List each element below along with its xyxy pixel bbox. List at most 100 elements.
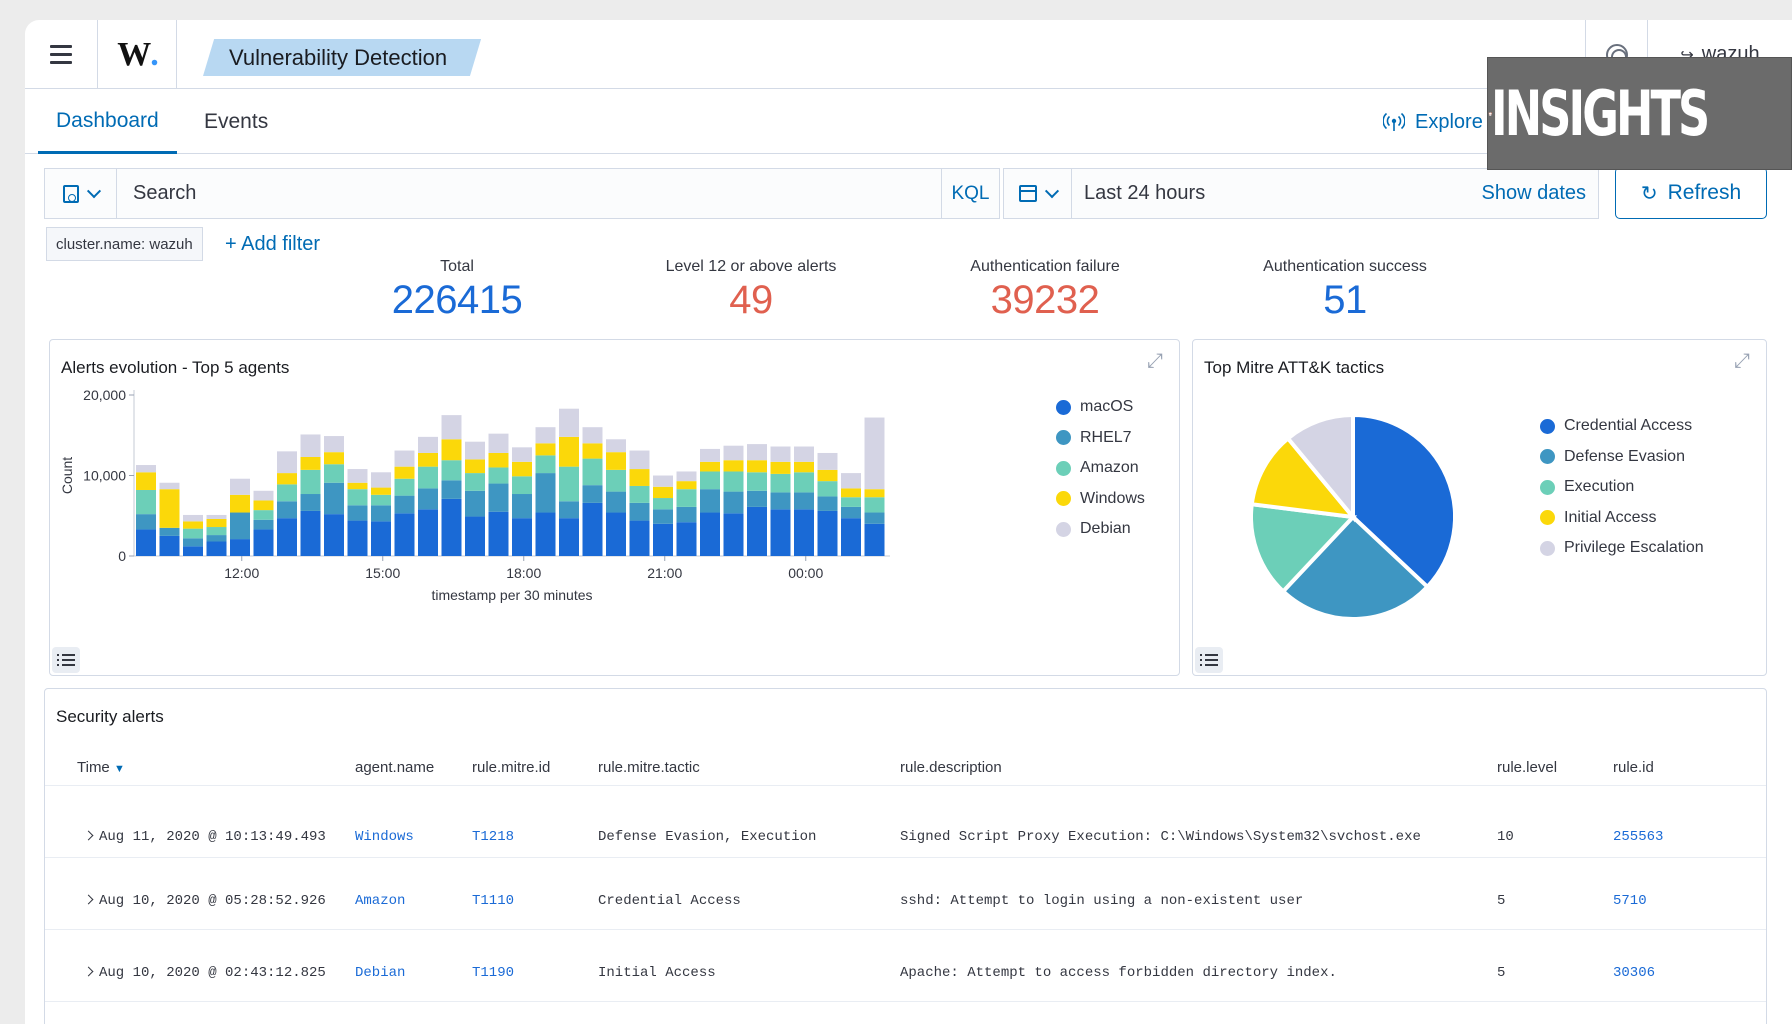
tab-events[interactable]: Events bbox=[204, 90, 268, 154]
cell-time[interactable]: Aug 10, 2020 @ 02:43:12.825 bbox=[83, 965, 326, 981]
bar-segment bbox=[441, 480, 462, 499]
legend-item[interactable]: macOS bbox=[1056, 392, 1145, 423]
insights-watermark: INSIGHTS bbox=[1487, 57, 1792, 170]
bar-segment bbox=[277, 473, 297, 485]
cell-tactic: Credential Access bbox=[598, 893, 741, 909]
bar-segment bbox=[817, 469, 838, 482]
breadcrumb[interactable]: Vulnerability Detection bbox=[203, 39, 482, 76]
legend-toggle-button[interactable] bbox=[52, 647, 80, 673]
cell-mitre-id[interactable]: T1110 bbox=[472, 893, 515, 909]
col-header-rule-id[interactable]: rule.id bbox=[1613, 759, 1654, 776]
metric-level12: Level 12 or above alerts 49 bbox=[621, 258, 881, 323]
show-dates-link[interactable]: Show dates bbox=[1481, 182, 1586, 204]
bar-segment bbox=[253, 500, 274, 511]
bar-segment bbox=[441, 415, 462, 440]
cell-time[interactable]: Aug 11, 2020 @ 10:13:49.493 bbox=[83, 829, 326, 845]
app-window: W. Vulnerability Detection ↪ wazuh Dashbo… bbox=[25, 20, 1792, 1024]
add-filter-label: + Add filter bbox=[225, 232, 321, 255]
bar-segment bbox=[747, 444, 767, 461]
refresh-button[interactable]: ↻ Refresh bbox=[1615, 167, 1767, 219]
wazuh-logo[interactable]: W. bbox=[99, 20, 177, 89]
bar-segment bbox=[465, 459, 485, 474]
legend-item[interactable]: Execution bbox=[1540, 472, 1704, 503]
date-range-text[interactable]: Last 24 hours bbox=[1084, 182, 1206, 204]
metric-value: 51 bbox=[1323, 278, 1367, 322]
menu-icon[interactable] bbox=[25, 20, 98, 89]
legend-item[interactable]: Debian bbox=[1056, 514, 1145, 545]
logo-letter: W bbox=[117, 35, 151, 73]
legend-item[interactable]: Defense Evasion bbox=[1540, 442, 1704, 473]
bar-segment bbox=[136, 529, 156, 556]
bar-segment bbox=[183, 514, 203, 522]
cell-agent[interactable]: Windows bbox=[355, 829, 414, 845]
bar-segment bbox=[347, 505, 368, 521]
add-filter-button[interactable]: + Add filter bbox=[225, 227, 320, 261]
bar-segment bbox=[535, 443, 556, 456]
bar-segment bbox=[418, 466, 438, 489]
legend-item[interactable]: Initial Access bbox=[1540, 503, 1704, 534]
cell-mitre-id[interactable]: T1190 bbox=[472, 965, 515, 981]
legend-item[interactable]: Credential Access bbox=[1540, 411, 1704, 442]
metric-value: 39232 bbox=[990, 278, 1100, 322]
legend-swatch bbox=[1540, 418, 1555, 434]
legend-swatch bbox=[1056, 460, 1071, 476]
legend-item[interactable]: Amazon bbox=[1056, 453, 1145, 484]
calendar-icon bbox=[1018, 185, 1037, 202]
bar-segment bbox=[700, 512, 720, 556]
legend-item[interactable]: Privilege Escalation bbox=[1540, 533, 1704, 564]
tab-dashboard[interactable]: Dashboard bbox=[38, 90, 177, 154]
bar-segment bbox=[394, 495, 415, 514]
bar-segment bbox=[535, 455, 556, 474]
bar-segment bbox=[559, 436, 579, 467]
bar-segment bbox=[747, 460, 767, 473]
bar-segment bbox=[676, 506, 697, 523]
kql-toggle[interactable]: KQL bbox=[941, 169, 999, 218]
bar-segment bbox=[723, 445, 744, 461]
col-header-label: Time bbox=[77, 759, 110, 776]
col-header-level[interactable]: rule.level bbox=[1497, 759, 1558, 776]
cell-rule-id[interactable]: 255563 bbox=[1613, 829, 1664, 845]
bar-segment bbox=[371, 472, 391, 488]
cell-time[interactable]: Aug 10, 2020 @ 05:28:52.926 bbox=[83, 893, 326, 909]
bar-segment bbox=[136, 465, 156, 473]
watermark-text: INSIGHTS bbox=[1490, 77, 1710, 150]
bar-segment bbox=[864, 417, 885, 490]
expand-row-icon bbox=[83, 966, 94, 977]
search-input[interactable] bbox=[117, 169, 941, 218]
col-header-agent[interactable]: agent.name bbox=[355, 759, 435, 776]
col-header-tactic[interactable]: rule.mitre.tactic bbox=[598, 759, 700, 776]
cell-agent[interactable]: Debian bbox=[355, 965, 406, 981]
chevron-down-icon bbox=[86, 183, 101, 198]
bar-segment bbox=[864, 497, 885, 513]
saved-queries-button[interactable] bbox=[45, 169, 117, 218]
bar-segment bbox=[300, 434, 321, 457]
cell-rule-id[interactable]: 5710 bbox=[1613, 893, 1647, 909]
expand-icon[interactable]: ⤢ bbox=[1734, 350, 1750, 372]
legend-toggle-button[interactable] bbox=[1195, 647, 1223, 673]
bar-segment bbox=[418, 488, 438, 510]
quick-date-button[interactable] bbox=[1004, 169, 1072, 218]
cell-mitre-id[interactable]: T1218 bbox=[472, 829, 515, 845]
expand-icon[interactable]: ⤢ bbox=[1147, 350, 1163, 372]
legend-item[interactable]: RHEL7 bbox=[1056, 423, 1145, 454]
bar-segment bbox=[324, 452, 344, 465]
logo-dot: . bbox=[150, 35, 158, 73]
cell-agent[interactable]: Amazon bbox=[355, 893, 406, 909]
col-header-time[interactable]: Time ▼ bbox=[77, 759, 125, 776]
legend-item[interactable]: Windows bbox=[1056, 484, 1145, 515]
search-bar: KQL bbox=[44, 168, 1000, 219]
cell-level: 5 bbox=[1497, 965, 1506, 981]
filter-pill[interactable]: cluster.name: wazuh bbox=[46, 227, 203, 261]
alerts-legend: macOS RHEL7 Amazon Windows Debian bbox=[1056, 392, 1145, 545]
col-header-mitre-id[interactable]: rule.mitre.id bbox=[472, 759, 551, 776]
save-icon bbox=[62, 184, 79, 203]
bar-segment bbox=[535, 512, 556, 556]
col-header-description[interactable]: rule.description bbox=[900, 759, 1002, 776]
bar-segment bbox=[300, 456, 321, 470]
chevron-down-icon bbox=[1044, 183, 1059, 198]
bar-segment bbox=[794, 492, 814, 510]
bar-segment bbox=[418, 452, 438, 467]
x-tick-label: 18:00 bbox=[506, 565, 541, 581]
divider bbox=[45, 857, 1766, 858]
cell-rule-id[interactable]: 30306 bbox=[1613, 965, 1656, 981]
